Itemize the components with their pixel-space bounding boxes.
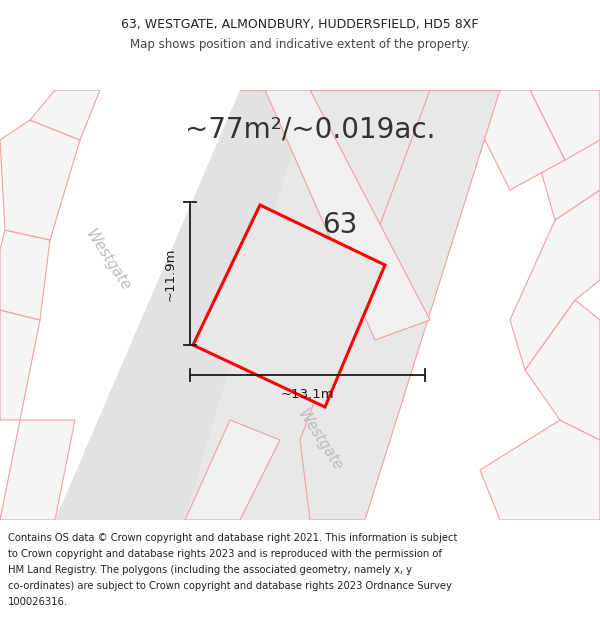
Polygon shape bbox=[265, 90, 430, 340]
Polygon shape bbox=[185, 90, 500, 520]
Polygon shape bbox=[0, 420, 75, 520]
Polygon shape bbox=[525, 300, 600, 440]
Text: ~11.9m: ~11.9m bbox=[163, 248, 176, 301]
Polygon shape bbox=[193, 205, 385, 407]
Polygon shape bbox=[530, 90, 600, 160]
Polygon shape bbox=[510, 190, 600, 370]
Polygon shape bbox=[30, 90, 100, 140]
Polygon shape bbox=[55, 90, 370, 520]
Polygon shape bbox=[365, 400, 600, 520]
Text: 63, WESTGATE, ALMONDBURY, HUDDERSFIELD, HD5 8XF: 63, WESTGATE, ALMONDBURY, HUDDERSFIELD, … bbox=[121, 18, 479, 31]
Text: co-ordinates) are subject to Crown copyright and database rights 2023 Ordnance S: co-ordinates) are subject to Crown copyr… bbox=[8, 581, 452, 591]
Polygon shape bbox=[0, 120, 80, 240]
Text: Contains OS data © Crown copyright and database right 2021. This information is : Contains OS data © Crown copyright and d… bbox=[8, 533, 457, 543]
Text: to Crown copyright and database rights 2023 and is reproduced with the permissio: to Crown copyright and database rights 2… bbox=[8, 549, 442, 559]
Text: ~77m²/~0.019ac.: ~77m²/~0.019ac. bbox=[185, 116, 435, 144]
Text: HM Land Registry. The polygons (including the associated geometry, namely x, y: HM Land Registry. The polygons (includin… bbox=[8, 565, 412, 575]
Text: ~13.1m: ~13.1m bbox=[280, 389, 334, 401]
Polygon shape bbox=[185, 90, 500, 520]
Text: Map shows position and indicative extent of the property.: Map shows position and indicative extent… bbox=[130, 38, 470, 51]
Polygon shape bbox=[535, 90, 600, 220]
Text: 63: 63 bbox=[322, 211, 358, 239]
Polygon shape bbox=[185, 420, 280, 520]
Polygon shape bbox=[480, 420, 600, 520]
Polygon shape bbox=[430, 90, 565, 190]
Polygon shape bbox=[0, 310, 40, 420]
Text: 100026316.: 100026316. bbox=[8, 597, 68, 607]
Polygon shape bbox=[0, 230, 50, 320]
Text: Westgate: Westgate bbox=[83, 227, 133, 293]
Text: Westgate: Westgate bbox=[295, 407, 346, 473]
Polygon shape bbox=[175, 90, 500, 520]
